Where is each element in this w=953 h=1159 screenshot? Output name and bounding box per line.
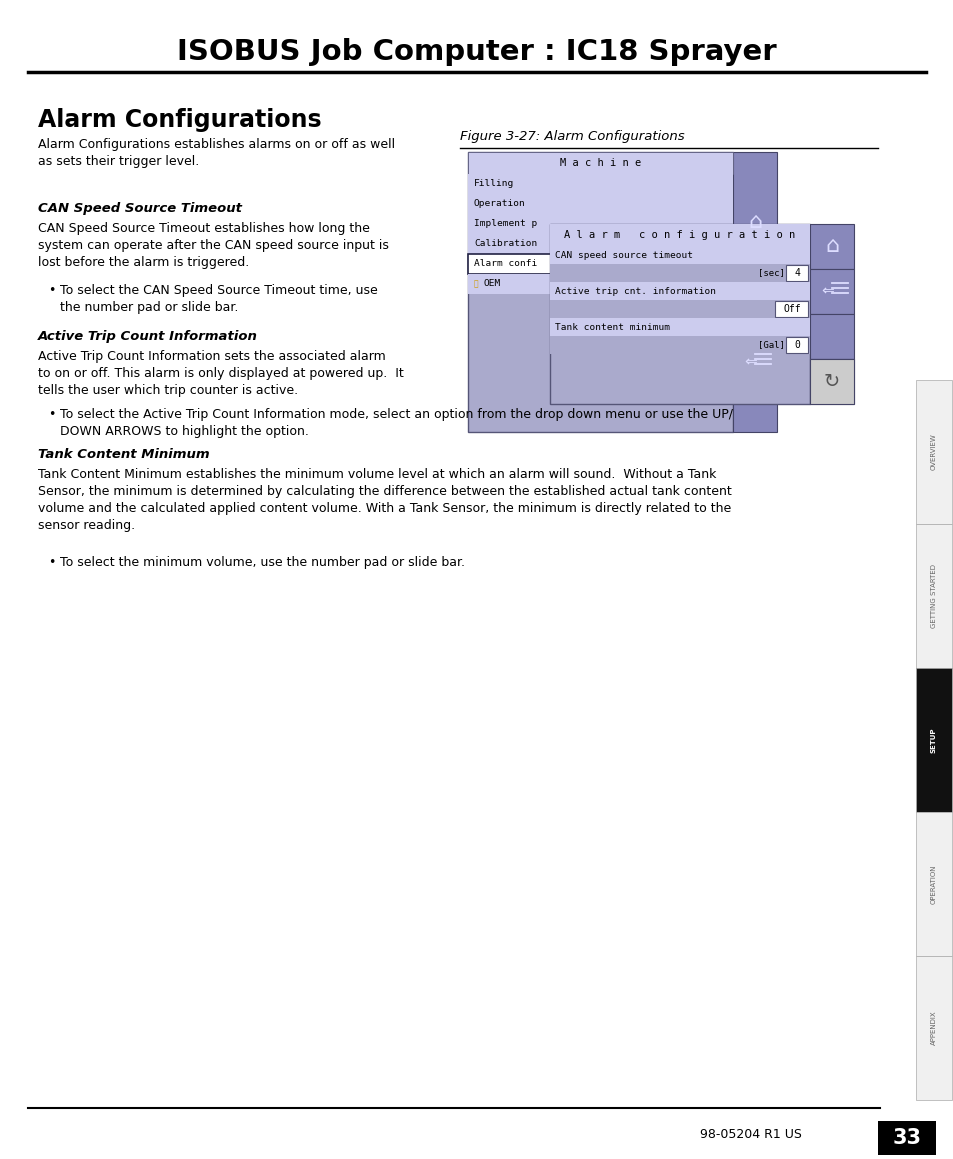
Bar: [550, 300, 809, 318]
Bar: [809, 224, 853, 269]
Text: 33: 33: [892, 1128, 921, 1149]
Bar: [785, 337, 807, 353]
Text: Implement p: Implement p: [474, 219, 537, 228]
Bar: [468, 174, 732, 194]
Text: Alarm Configurations: Alarm Configurations: [38, 108, 321, 132]
Text: ⇐: ⇐: [821, 284, 834, 299]
Bar: [468, 214, 732, 234]
Bar: [915, 380, 951, 524]
Text: 0: 0: [793, 340, 800, 350]
Text: ⌂: ⌂: [824, 236, 839, 256]
Text: 🔒: 🔒: [474, 279, 478, 289]
Text: •: •: [48, 556, 55, 569]
Text: ⇐: ⇐: [744, 355, 757, 370]
Text: Figure 3-27: Alarm Configurations: Figure 3-27: Alarm Configurations: [459, 130, 684, 143]
Text: A l a r m   c o n f i g u r a t i o n: A l a r m c o n f i g u r a t i o n: [564, 229, 795, 240]
Bar: [915, 956, 951, 1100]
Bar: [809, 314, 853, 359]
Text: 4: 4: [793, 268, 800, 278]
Text: ⌂: ⌂: [747, 212, 761, 232]
Text: GETTING STARTED: GETTING STARTED: [930, 564, 936, 628]
Text: Alarm Configurations establishes alarms on or off as well
as sets their trigger : Alarm Configurations establishes alarms …: [38, 138, 395, 168]
Text: Active Trip Count Information sets the associated alarm
to on or off. This alarm: Active Trip Count Information sets the a…: [38, 350, 403, 398]
Bar: [550, 318, 809, 336]
Text: 98-05204 R1 US: 98-05204 R1 US: [700, 1129, 801, 1142]
Text: Active trip cnt. information: Active trip cnt. information: [555, 286, 716, 296]
Bar: [550, 264, 809, 282]
Text: To select the Active Trip Count Information mode, select an option from the drop: To select the Active Trip Count Informat…: [60, 408, 732, 438]
Text: [Gal]: [Gal]: [758, 341, 784, 350]
Text: Tank Content Minimum establishes the minimum volume level at which an alarm will: Tank Content Minimum establishes the min…: [38, 468, 731, 532]
Text: Active Trip Count Information: Active Trip Count Information: [38, 330, 257, 343]
Bar: [468, 254, 732, 274]
Bar: [809, 269, 853, 314]
Text: Calibration: Calibration: [474, 240, 537, 248]
Text: ISOBUS Job Computer : IC18 Sprayer: ISOBUS Job Computer : IC18 Sprayer: [177, 38, 776, 66]
Bar: [468, 234, 732, 254]
Text: Tank Content Minimum: Tank Content Minimum: [38, 449, 210, 461]
Bar: [732, 152, 776, 292]
Text: [sec]: [sec]: [758, 269, 784, 277]
Bar: [468, 194, 732, 214]
Bar: [468, 152, 732, 432]
Bar: [915, 812, 951, 956]
Text: Off: Off: [782, 304, 800, 314]
Text: •: •: [48, 408, 55, 421]
Text: OEM: OEM: [483, 279, 500, 289]
Text: To select the minimum volume, use the number pad or slide bar.: To select the minimum volume, use the nu…: [60, 556, 464, 569]
Bar: [915, 524, 951, 668]
Bar: [809, 359, 853, 404]
Bar: [550, 224, 809, 404]
Bar: [550, 282, 809, 300]
Bar: [809, 359, 853, 404]
Bar: [468, 274, 732, 294]
Bar: [550, 336, 809, 353]
Bar: [915, 668, 951, 812]
Bar: [550, 246, 809, 264]
Text: Operation: Operation: [474, 199, 525, 209]
Bar: [550, 224, 809, 246]
Bar: [877, 1121, 935, 1156]
Text: OPERATION: OPERATION: [930, 865, 936, 904]
Text: To select the CAN Speed Source Timeout time, use
the number pad or slide bar.: To select the CAN Speed Source Timeout t…: [60, 284, 377, 314]
Bar: [468, 152, 732, 174]
Text: Filling: Filling: [474, 180, 514, 189]
Text: M a c h i n e: M a c h i n e: [559, 158, 640, 168]
Text: Alarm confi: Alarm confi: [474, 260, 537, 269]
Text: OVERVIEW: OVERVIEW: [930, 433, 936, 471]
Bar: [785, 265, 807, 280]
Text: ↻: ↻: [823, 372, 840, 392]
Text: Tank content minimum: Tank content minimum: [555, 322, 669, 331]
Text: SETUP: SETUP: [930, 727, 936, 752]
Text: APPENDIX: APPENDIX: [930, 1011, 936, 1045]
Text: CAN Speed Source Timeout: CAN Speed Source Timeout: [38, 202, 242, 216]
Bar: [732, 292, 776, 432]
Text: •: •: [48, 284, 55, 297]
Text: CAN speed source timeout: CAN speed source timeout: [555, 250, 692, 260]
Text: CAN Speed Source Timeout establishes how long the
system can operate after the C: CAN Speed Source Timeout establishes how…: [38, 223, 389, 269]
Bar: [774, 301, 807, 318]
